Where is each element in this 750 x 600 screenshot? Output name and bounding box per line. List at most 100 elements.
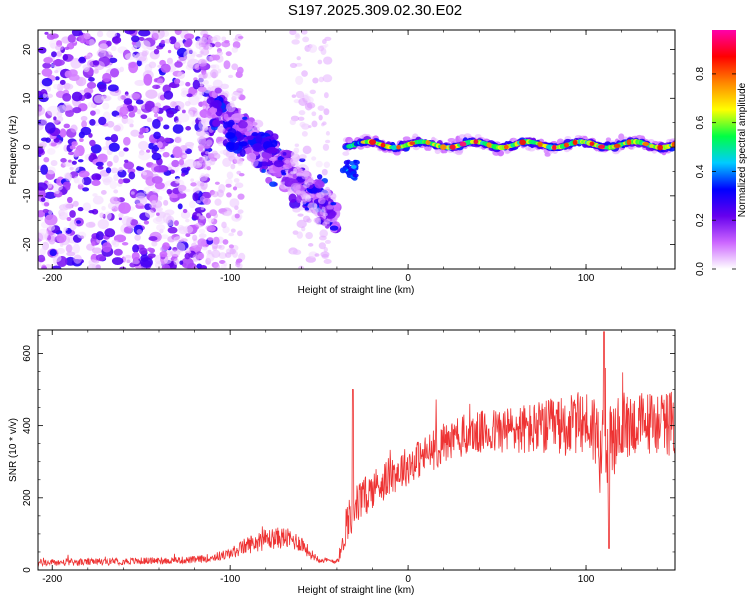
spectrogram-cell — [118, 202, 131, 214]
spectrogram-cell — [41, 68, 53, 77]
spectrogram-cell — [107, 202, 115, 210]
spectrogram-cell — [223, 121, 235, 130]
spectrogram-cell — [60, 158, 67, 163]
spectrogram-cell — [86, 81, 97, 89]
spectrogram-cell — [85, 40, 90, 45]
spectrogram-cell — [88, 259, 98, 266]
spectrogram-cell — [169, 36, 177, 45]
spectrogram-cell — [43, 202, 50, 207]
colorbar-tick-label: 0.2 — [695, 213, 706, 227]
spectrogram-cell — [82, 64, 90, 73]
spectrogram-cell — [91, 247, 102, 254]
spectrogram-cell — [106, 30, 117, 39]
spectrogram-cell — [312, 187, 318, 194]
spectrogram-cell — [352, 173, 359, 178]
spectrogram-cell — [155, 216, 163, 222]
spectrogram-cell — [134, 195, 148, 206]
spectrogram-cell — [156, 212, 160, 216]
spectrogram-cell — [52, 59, 65, 67]
spectrogram-cell — [214, 41, 222, 48]
spectrogram-cell — [200, 206, 205, 211]
spectrogram-cell — [211, 114, 216, 119]
spectrogram-cell — [181, 257, 194, 269]
spectrogram-cell — [117, 95, 123, 101]
spectrogram-cell — [243, 147, 253, 155]
spectrogram-cell — [202, 43, 208, 50]
spectrogram-cell — [39, 141, 47, 148]
spectrogram-cell — [69, 145, 76, 150]
spectrogram-cell — [318, 114, 323, 121]
spectrogram-cell — [225, 183, 232, 188]
spectrogram-cell — [167, 226, 178, 234]
spectrogram-cell — [69, 203, 74, 208]
spectrogram-cell — [312, 77, 319, 84]
spectrogram-cell — [324, 43, 329, 47]
spectrogram-cell — [302, 36, 310, 43]
spectrogram-cell — [211, 249, 221, 259]
spectrogram-cell — [123, 161, 135, 170]
spectrogram-cell — [152, 30, 165, 40]
spectrogram-cell — [46, 33, 56, 40]
spectrogram-cell — [59, 79, 66, 85]
spectrogram-cell — [113, 124, 121, 132]
spectrogram-cell — [93, 68, 99, 74]
spectrogram-cell — [184, 33, 195, 40]
spectrogram-cell — [206, 225, 216, 232]
spectrogram-cell — [236, 88, 244, 93]
spectrogram-cell — [95, 161, 104, 167]
spectrogram-cell — [160, 63, 171, 73]
spectrogram-cell — [180, 87, 189, 94]
spectrogram-cell — [296, 172, 304, 177]
spectrogram-cell — [269, 181, 278, 187]
spectrogram-cell — [136, 109, 142, 115]
spectrogram-cell — [132, 244, 140, 253]
spectrogram-cell — [164, 38, 172, 44]
spectrogram-cell — [162, 242, 170, 251]
spectrogram-cell — [54, 76, 60, 81]
spectrogram-cell — [216, 51, 224, 56]
spectrogram-cell — [252, 126, 261, 132]
spectrogram-cell — [190, 182, 197, 187]
spectrogram-cell — [221, 36, 227, 42]
spectrogram-cell — [46, 86, 52, 92]
spectrogram-cell — [270, 139, 278, 148]
spectrogram-cell — [205, 139, 213, 146]
spectrogram-cell — [231, 91, 241, 99]
spectrogram-cell — [125, 118, 134, 125]
spectrogram-cell — [236, 66, 244, 75]
spectrogram-cell — [105, 167, 112, 174]
spectrogram-cell — [167, 49, 172, 54]
spectrogram-cell — [186, 48, 193, 55]
spectrogram-cell — [199, 91, 205, 96]
spectrogram-cell — [47, 209, 53, 215]
spectrogram-cell — [118, 150, 125, 158]
spectrogram-cell — [138, 140, 149, 151]
spectrogram-cell — [657, 144, 663, 151]
spectrogram-cell — [317, 59, 323, 65]
spectrogram-cell — [211, 191, 219, 198]
spectrogram-cell — [67, 151, 75, 156]
snr-panel: -200 -100 0 100 0 200 400 600 Height of straig… — [8, 329, 676, 596]
spectrogram-cell — [161, 264, 171, 269]
spectrogram-cell — [473, 139, 479, 145]
spectrogram-cell — [175, 242, 186, 253]
spectrogram-cell — [280, 149, 293, 159]
spectrogram-cell — [174, 30, 182, 36]
spectrogram-cell — [134, 234, 141, 241]
spectrogram-cell — [225, 102, 236, 113]
spectrogram-cell — [85, 53, 92, 60]
y-tick-label: 600 — [22, 345, 33, 362]
spectrogram-cell — [307, 202, 318, 210]
spectrogram-cell — [292, 184, 301, 192]
spectrogram-cell — [38, 106, 46, 116]
spectrogram-cell — [246, 135, 254, 141]
spectrogram-cell — [181, 167, 190, 173]
spectrogram-cell — [306, 102, 316, 109]
spectrogram-cell — [96, 30, 104, 38]
spectrogram-cell — [77, 207, 84, 212]
spectrogram-cell — [184, 252, 191, 260]
spectrogram-cell — [93, 60, 100, 66]
y-tick-label: 200 — [22, 489, 33, 506]
spectrogram-cell — [197, 117, 203, 121]
spectrogram-cell — [239, 148, 246, 157]
